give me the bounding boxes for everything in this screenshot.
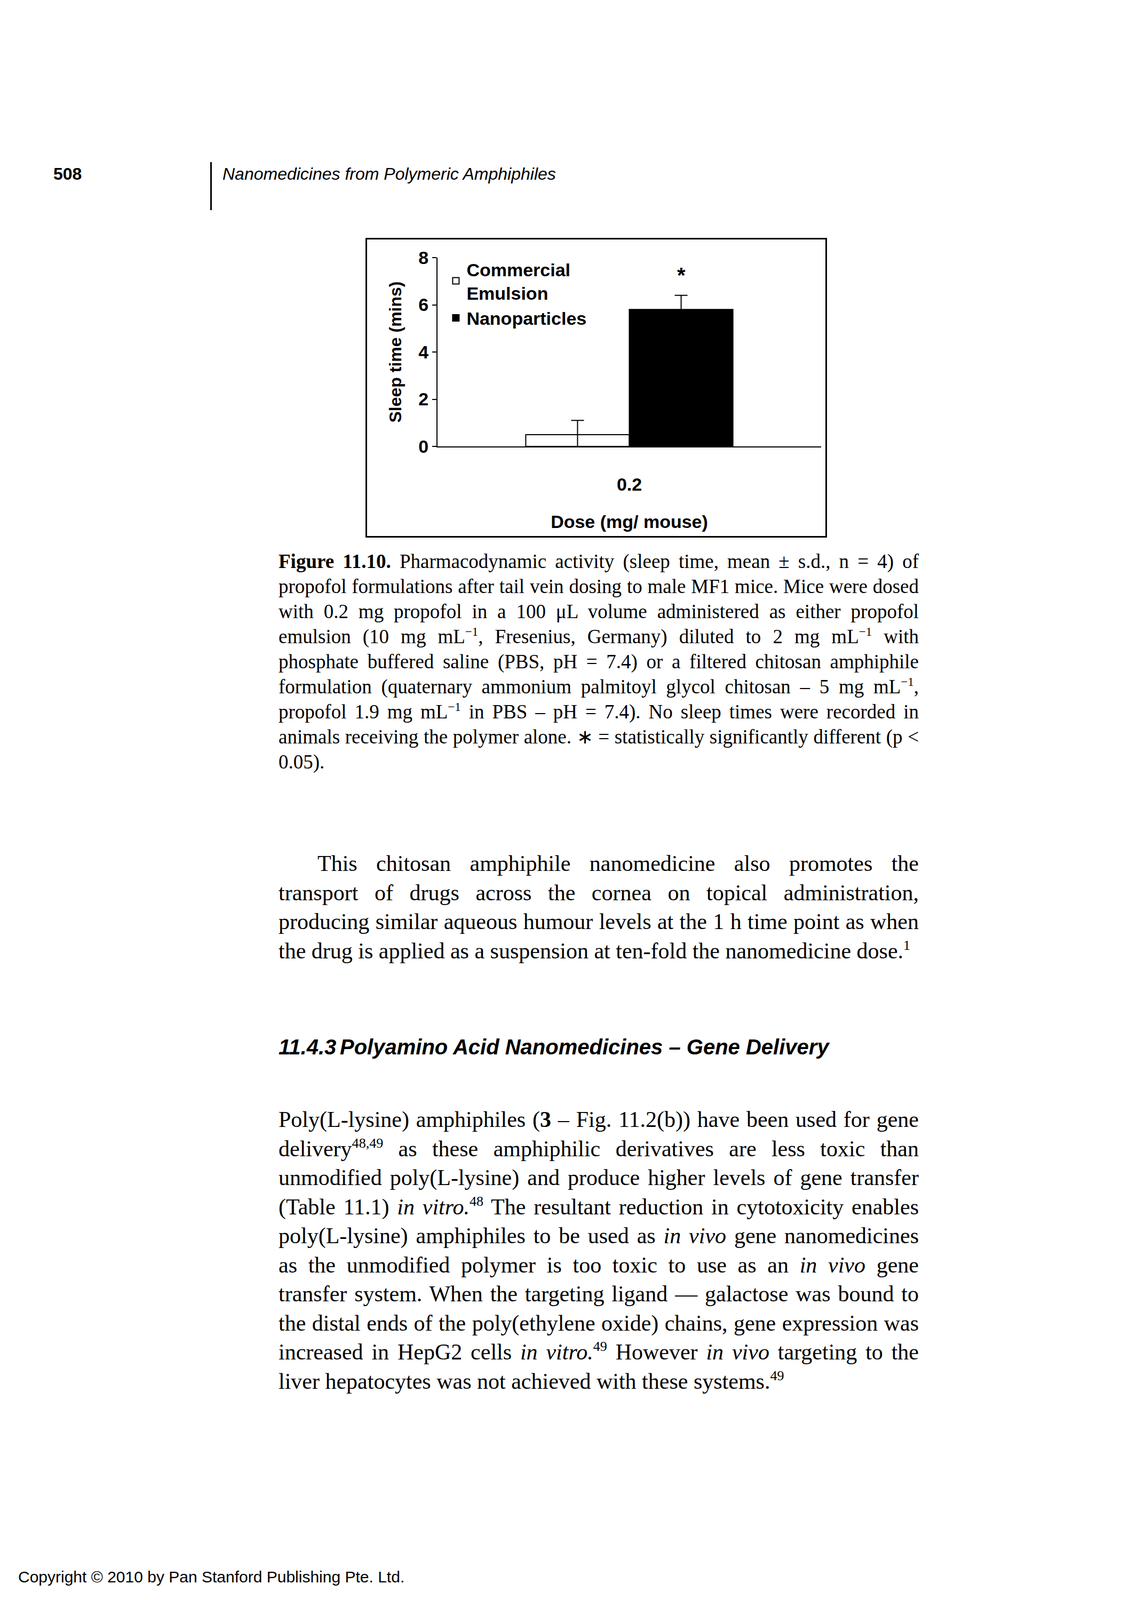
html-text:Figure 11.10.: Figure 11.10. — [278, 550, 391, 573]
svg-text:*: * — [677, 263, 686, 288]
html-text:11.4.3 Polyamino Acid Nanomedi: 11.4.3 Polyamino Acid Nanomedicines – Ge… — [278, 1035, 829, 1060]
svg-text:2: 2 — [418, 388, 429, 410]
html-text:508: 508 — [53, 164, 82, 184]
svg-text:6: 6 — [418, 294, 429, 315]
svg-text:4: 4 — [418, 342, 429, 363]
html-text:Copyright © 2010 by Pan Stanfo: Copyright © 2010 by Pan Stanford Publish… — [18, 1568, 405, 1587]
svg-text:Dose (mg/ mouse): Dose (mg/ mouse) — [550, 511, 709, 532]
svg-text:CommercialEmulsion: CommercialEmulsion — [466, 259, 571, 304]
html-text:Poly(L-lysine) amphiphiles (3: Poly(L-lysine) amphiphiles (3 – Fig. 11.… — [278, 1107, 919, 1394]
html-text:Pharmacodynamic activity (slee: Pharmacodynamic activity (sleep time, me… — [278, 550, 919, 774]
svg-text:0.2: 0.2 — [616, 474, 642, 495]
html-text:Nanomedicines from Polymeric A: Nanomedicines from Polymeric Amphiphiles — [222, 164, 556, 184]
svg-text:Nanoparticles: Nanoparticles — [466, 308, 587, 329]
svg-text:0: 0 — [418, 436, 429, 457]
svg-text:Sleep time (mins): Sleep time (mins) — [385, 281, 405, 424]
svg-text:8: 8 — [418, 247, 429, 268]
html-text:This chitosan amphiphile nanom: This chitosan amphiphile nanomedicine al… — [278, 851, 919, 964]
